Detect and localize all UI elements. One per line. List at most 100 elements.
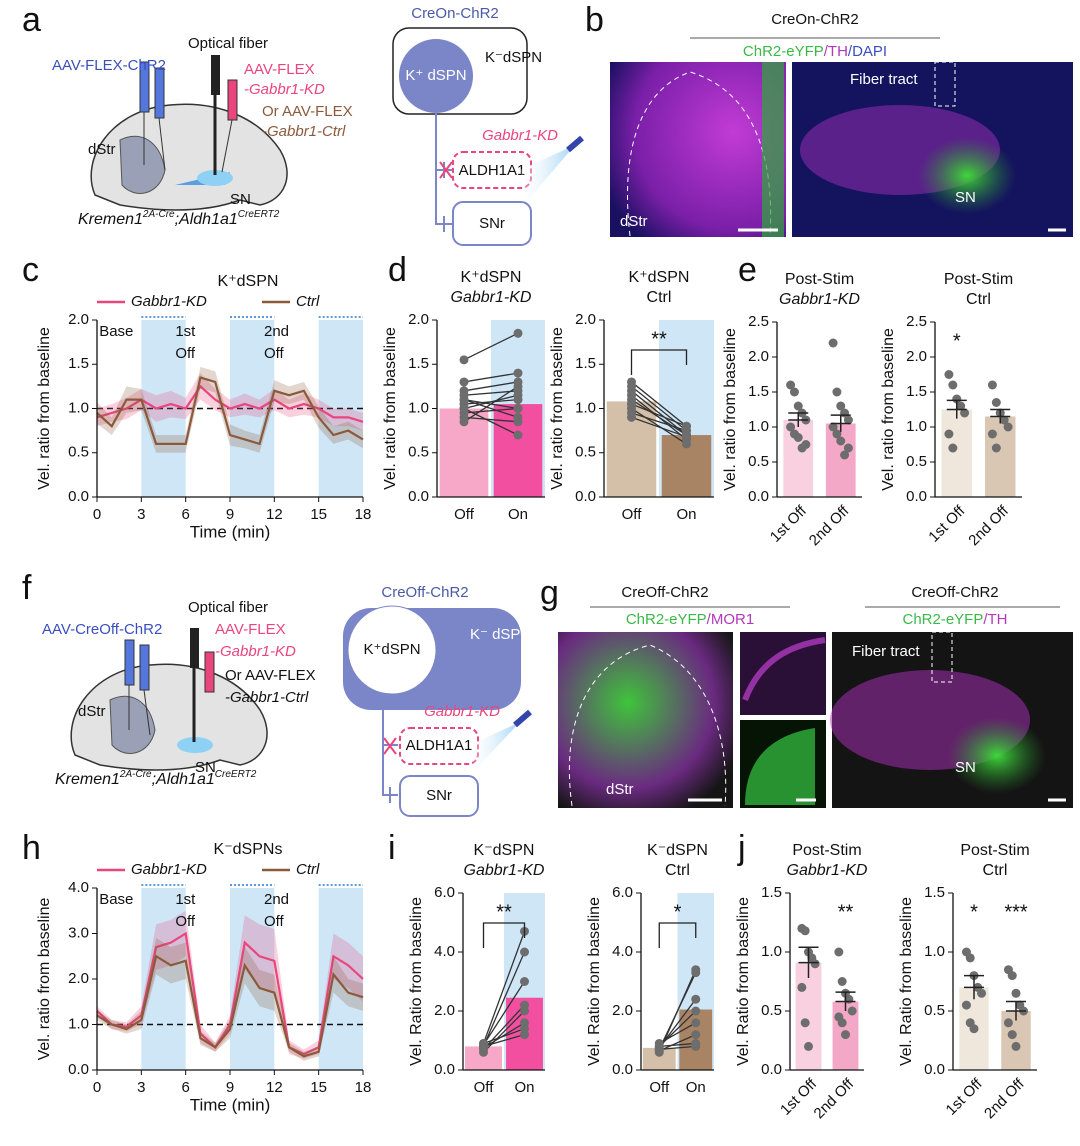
knockdown-mark xyxy=(439,161,453,179)
y-tick-label: 1.5 xyxy=(68,355,89,372)
x-tick-label: 9 xyxy=(226,506,234,523)
genotype-sup: CreERT2 xyxy=(215,769,257,780)
x-tick-label: 3 xyxy=(137,506,145,523)
x-tick-label: 6 xyxy=(181,506,189,523)
kd-label: Gabbr1-KD xyxy=(424,703,500,720)
panel-label: h xyxy=(22,829,41,867)
y-tick-label: 1.0 xyxy=(575,399,596,416)
circuit-wire xyxy=(435,113,452,232)
data-point xyxy=(691,968,701,978)
x-axis-label: Time (min) xyxy=(190,522,271,541)
data-point xyxy=(793,433,803,442)
data-point xyxy=(987,380,997,390)
x-tick-label: Off xyxy=(474,1079,495,1096)
significance: * xyxy=(970,901,978,923)
light-cone xyxy=(520,145,575,200)
data-point xyxy=(513,430,523,440)
data-point xyxy=(800,1018,810,1028)
x-tick-label: 1st Off xyxy=(767,502,811,546)
pair-line xyxy=(658,1034,697,1052)
annotation: 2nd xyxy=(264,891,289,908)
annotation: Base xyxy=(99,891,133,908)
syringe xyxy=(139,644,150,691)
error-band xyxy=(97,373,363,431)
data-point xyxy=(961,1000,971,1010)
x-tick-label: 2nd Off xyxy=(965,502,1012,549)
y-tick-label: 0.5 xyxy=(575,444,596,461)
data-point xyxy=(810,959,820,969)
data-point xyxy=(843,443,853,453)
data-point xyxy=(513,417,523,427)
panel-label: c xyxy=(22,251,39,289)
data-point xyxy=(691,1030,701,1040)
region-label: dStr xyxy=(78,703,106,720)
data-point xyxy=(654,1041,664,1051)
x-axis-label: Time (min) xyxy=(190,1095,271,1114)
virus-label: Or AAV-FLEX xyxy=(225,667,316,684)
y-tick-label: 1.5 xyxy=(408,355,429,372)
genotype-part: Kremen1 xyxy=(78,211,143,228)
pair-line xyxy=(658,1022,697,1045)
y-tick-label: 0.5 xyxy=(68,444,89,461)
y-tick-label: 1.0 xyxy=(748,418,769,435)
data-point xyxy=(1007,971,1017,981)
region-label: SN xyxy=(230,191,251,208)
error-bar xyxy=(946,399,967,419)
outline xyxy=(568,644,727,807)
panel-label: a xyxy=(22,1,41,39)
virus-label: -Gabbr1-Ctrl xyxy=(262,123,346,140)
data-point xyxy=(682,426,691,436)
x-tick-label: 12 xyxy=(266,1079,283,1096)
panel-label: f xyxy=(22,569,32,607)
significance: * xyxy=(953,330,961,352)
dstr-region xyxy=(119,135,166,194)
x-tick-label: 2nd Off xyxy=(806,502,853,549)
annotation: 1st xyxy=(175,323,196,340)
pair-line xyxy=(463,416,519,423)
y-tick-label: 3.0 xyxy=(68,924,89,941)
y-tick-label: 0.5 xyxy=(408,444,429,461)
y-axis-label: Vel. Ratio from baseline xyxy=(586,897,603,1066)
chart-title: K⁻dSPN xyxy=(474,842,535,859)
data-point xyxy=(520,1030,529,1040)
pair-line xyxy=(463,407,519,414)
data-point xyxy=(797,982,807,992)
data-point xyxy=(520,947,529,957)
stain: /DAPI xyxy=(848,43,887,60)
annotation: Off xyxy=(264,345,285,362)
data-point xyxy=(801,440,811,449)
needle xyxy=(143,689,151,736)
outer-label: K⁻ dSPN xyxy=(470,626,531,643)
x-tick-label: On xyxy=(676,506,696,523)
data-point xyxy=(948,443,958,453)
bar xyxy=(795,962,822,1070)
data-point xyxy=(836,436,846,446)
y-tick-label: 0.0 xyxy=(68,1061,89,1078)
fiber-tip xyxy=(566,135,584,153)
virus-label: AAV-CreOff-ChR2 xyxy=(42,621,162,638)
outer-box xyxy=(392,27,528,115)
chart-title: Post-Stim xyxy=(785,271,854,288)
pair-line xyxy=(463,381,519,392)
pair-line xyxy=(463,332,519,361)
y-tick-label: 0.5 xyxy=(924,1002,945,1019)
image-dstr xyxy=(558,632,733,808)
y-tick-label: 6.0 xyxy=(612,884,633,901)
data-point xyxy=(1007,1030,1017,1040)
pair-line xyxy=(483,1028,525,1045)
y-tick-label: 4.0 xyxy=(434,943,455,960)
annotation: Off xyxy=(264,913,285,930)
data-point xyxy=(520,1006,529,1016)
chart-title: K⁻dSPNs xyxy=(214,841,283,858)
y-axis-label: Vel. Ratio from baseline xyxy=(735,897,752,1066)
x-tick-label: 0 xyxy=(93,1079,101,1096)
virus-label: -Gabbr1-Ctrl xyxy=(225,689,309,706)
annotation: Off xyxy=(175,913,196,930)
data-point xyxy=(832,387,842,397)
light-cone xyxy=(470,722,520,770)
data-point xyxy=(991,398,1001,407)
x-tick-label: Off xyxy=(622,506,643,523)
region-label: SN xyxy=(955,189,976,206)
data-point xyxy=(832,429,842,439)
stim-period xyxy=(318,888,363,1070)
